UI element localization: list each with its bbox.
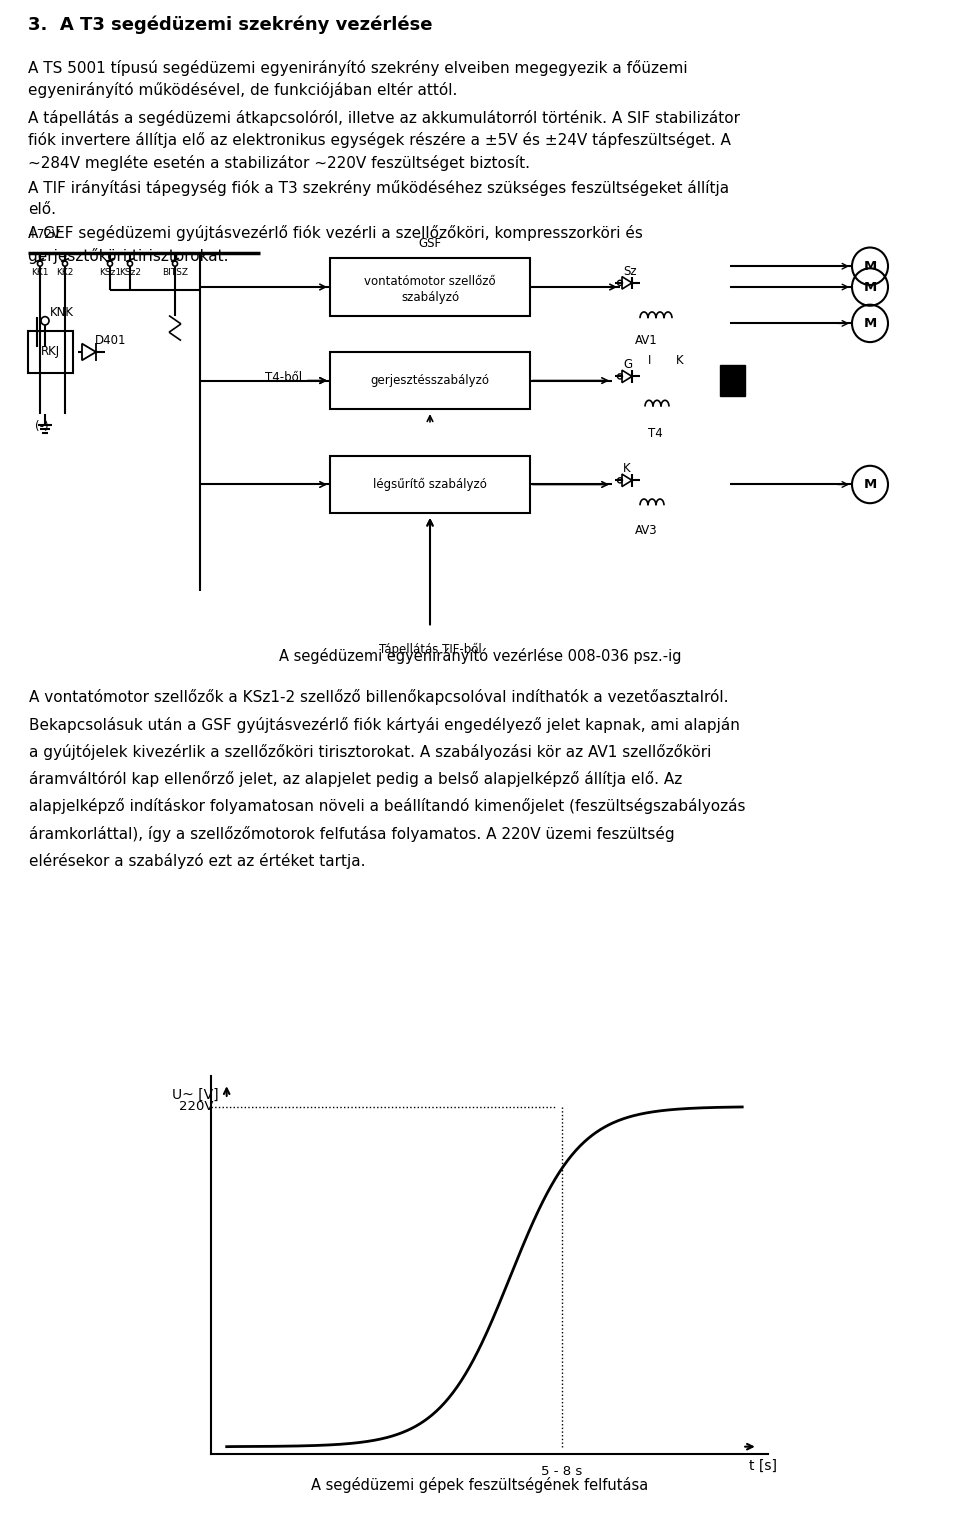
Text: Sz: Sz [623, 265, 636, 277]
Text: légsűrítő szabályzó: légsűrítő szabályzó [373, 477, 487, 491]
Text: t [s]: t [s] [749, 1459, 777, 1473]
Text: A TIF irányítási tápegység fiók a T3 szekrény működéséhez szükséges feszültségek: A TIF irányítási tápegység fiók a T3 sze… [28, 180, 730, 217]
FancyBboxPatch shape [28, 332, 73, 373]
Text: gerjesztésszabályzó: gerjesztésszabályzó [371, 374, 490, 386]
Text: +72V: +72V [28, 227, 60, 241]
Text: áramkorláttal), így a szellőzőmotorok felfutása folyamatos. A 220V üzemi feszült: áramkorláttal), így a szellőzőmotorok fe… [29, 826, 675, 842]
Text: RKJ: RKJ [41, 345, 60, 359]
Text: K: K [676, 355, 684, 367]
Text: vontatómotor szellőző: vontatómotor szellőző [364, 276, 495, 288]
Text: U~ [V]: U~ [V] [172, 1088, 219, 1101]
Text: M: M [863, 259, 876, 273]
FancyBboxPatch shape [330, 456, 530, 514]
Text: a gyújtójelek kivezérlik a szellőzőköri tirisztorokat. A szabályozási kör az AV1: a gyújtójelek kivezérlik a szellőzőköri … [29, 744, 711, 761]
Text: KK2: KK2 [57, 268, 74, 277]
Text: I: I [648, 355, 652, 367]
Text: AV3: AV3 [635, 524, 658, 536]
Text: Tápellátás TIF-ből: Tápellátás TIF-ből [378, 642, 481, 656]
Text: T4: T4 [648, 427, 662, 441]
Text: D401: D401 [95, 333, 127, 347]
Text: A tápellátás a segédüzemi átkapcsolóról, illetve az akkumulátorról történik. A S: A tápellátás a segédüzemi átkapcsolóról,… [28, 111, 740, 171]
Text: KSz2: KSz2 [119, 268, 141, 277]
Text: szabályzó: szabályzó [401, 291, 459, 305]
Text: A segédüzemi egyenirányító vezérlése 008-036 psz.-ig: A segédüzemi egyenirányító vezérlése 008… [278, 648, 682, 664]
FancyBboxPatch shape [330, 259, 530, 315]
Text: elérésekor a szabályzó ezt az értéket tartja.: elérésekor a szabályzó ezt az értéket ta… [29, 853, 366, 870]
Text: 5 - 8 s: 5 - 8 s [541, 1465, 583, 1479]
Text: 3.  A T3 segédüzemi szekrény vezérlése: 3. A T3 segédüzemi szekrény vezérlése [28, 15, 433, 33]
Text: AV1: AV1 [635, 333, 658, 347]
Text: KK1: KK1 [32, 268, 49, 277]
Text: KNK: KNK [50, 306, 74, 320]
Text: BITSZ: BITSZ [162, 268, 188, 277]
Text: (-): (-) [35, 420, 49, 432]
FancyBboxPatch shape [330, 351, 530, 409]
Text: A segédüzemi gépek feszültségének felfutása: A segédüzemi gépek feszültségének felfut… [311, 1477, 649, 1494]
Text: 220V: 220V [180, 1100, 214, 1114]
Text: M: M [863, 479, 876, 491]
Text: K: K [623, 462, 631, 476]
Text: Bekapcsolásuk után a GSF gyújtásvezérlő fiók kártyái engedélyező jelet kapnak, a: Bekapcsolásuk után a GSF gyújtásvezérlő … [29, 717, 739, 733]
Text: A GEF segédüzemi gyújtásvezérlő fiók vezérli a szellőzőköri, kompresszorköri és
: A GEF segédüzemi gyújtásvezérlő fiók vez… [28, 226, 643, 264]
Text: A vontatómotor szellőzők a KSz1-2 szellőző billenőkapcsolóval indíthatók a vezet: A vontatómotor szellőzők a KSz1-2 szellő… [29, 689, 729, 706]
Text: M: M [863, 280, 876, 294]
Text: T4-ből: T4-ből [265, 371, 302, 383]
Text: M: M [863, 317, 876, 330]
Text: alapjelképző indításkor folyamatosan növeli a beállítandó kimenőjelet (feszültsé: alapjelképző indításkor folyamatosan növ… [29, 798, 745, 815]
Text: GSF: GSF [419, 238, 442, 250]
Text: KSz1: KSz1 [99, 268, 121, 277]
Text: áramváltóról kap ellenőrző jelet, az alapjelet pedig a belső alapjelképző állítj: áramváltóról kap ellenőrző jelet, az ala… [29, 771, 682, 788]
Text: A TS 5001 típusú segédüzemi egyenirányító szekrény elveiben megegyezik a főüzemi: A TS 5001 típusú segédüzemi egyenirányít… [28, 61, 687, 98]
Text: G: G [623, 359, 632, 371]
Bar [720, 365, 745, 395]
